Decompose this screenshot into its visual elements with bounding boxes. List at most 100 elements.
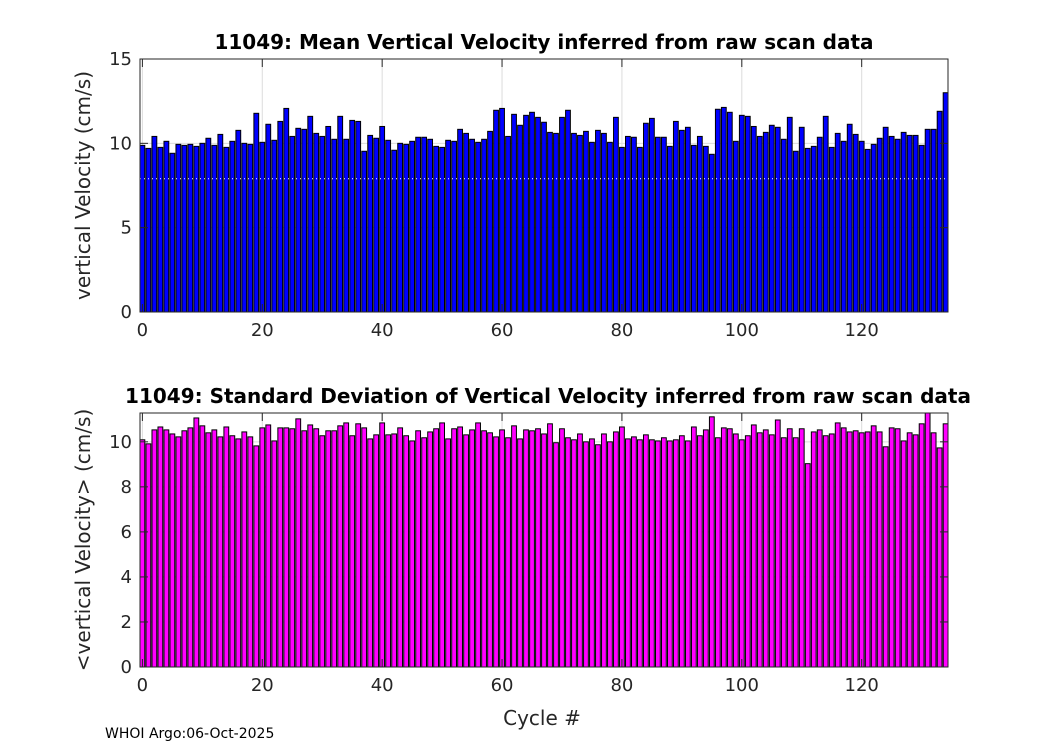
bar <box>151 135 158 312</box>
bar <box>553 442 559 667</box>
y-axis-label: <vertical Velocity> (cm/s) <box>71 409 95 672</box>
bar <box>750 125 757 312</box>
bar <box>894 138 901 312</box>
bar <box>217 436 224 667</box>
bar <box>235 129 242 312</box>
bar <box>942 92 948 312</box>
x-tick-label: 100 <box>725 675 759 696</box>
bar <box>445 139 451 312</box>
bar <box>193 145 200 312</box>
bar <box>577 134 583 312</box>
bar <box>535 116 541 312</box>
bar <box>391 433 398 667</box>
bar <box>415 136 422 312</box>
y-tick-label: 0 <box>121 302 132 323</box>
x-tick-label: 20 <box>251 320 274 341</box>
y-tick-label: 8 <box>121 477 132 498</box>
bar <box>708 416 715 667</box>
footer-credit: WHOI Argo:06-Oct-2025 <box>105 726 275 742</box>
bar <box>690 144 697 312</box>
bar <box>756 135 763 312</box>
bar <box>277 427 284 667</box>
bar <box>631 136 637 312</box>
bar <box>876 431 883 667</box>
bar <box>140 439 146 667</box>
bar <box>882 126 889 312</box>
bar <box>696 435 703 667</box>
chart-title: 11049: Mean Vertical Velocity inferred f… <box>214 30 873 54</box>
bar <box>379 125 386 312</box>
bar <box>750 424 757 667</box>
bar <box>714 437 721 667</box>
bar <box>313 132 320 312</box>
y-tick-label: 10 <box>109 133 132 154</box>
bar <box>702 429 709 667</box>
bar <box>523 429 529 667</box>
bar <box>894 428 901 667</box>
x-tick-label: 40 <box>371 320 394 341</box>
bar <box>559 428 565 667</box>
bar <box>684 126 691 312</box>
bar <box>517 438 523 667</box>
bar <box>181 430 188 667</box>
bar <box>145 443 152 667</box>
bar <box>265 123 272 312</box>
bar <box>882 446 889 667</box>
bar <box>810 145 817 312</box>
bar <box>786 116 793 312</box>
bar <box>816 136 823 312</box>
bar <box>463 132 469 312</box>
bar <box>816 429 823 667</box>
x-axis-label: Cycle # <box>503 706 581 730</box>
bar <box>361 150 368 312</box>
bar <box>433 145 440 312</box>
bar <box>385 434 392 667</box>
bar <box>547 423 553 667</box>
bar <box>589 141 595 312</box>
bar <box>151 429 158 667</box>
bar <box>852 133 859 312</box>
axes-frame <box>139 412 949 668</box>
bar <box>319 135 326 312</box>
y-tick-label: 10 <box>109 432 132 453</box>
bar <box>738 114 745 312</box>
bar <box>906 134 913 312</box>
bar <box>643 122 649 312</box>
bar <box>295 127 302 312</box>
bar <box>271 440 278 667</box>
bar <box>223 426 230 667</box>
bar <box>355 120 362 312</box>
bar <box>637 146 643 312</box>
x-tick-label: 20 <box>251 675 274 696</box>
chart-title: 11049: Standard Deviation of Vertical Ve… <box>125 384 971 408</box>
bar <box>888 135 895 312</box>
bar <box>702 145 709 312</box>
y-tick-label: 5 <box>121 218 132 239</box>
bar <box>798 126 805 312</box>
bar <box>421 437 428 667</box>
bar <box>289 428 296 667</box>
y-tick-label: 15 <box>109 49 132 70</box>
bar <box>942 423 948 667</box>
bar <box>349 119 356 312</box>
bar <box>397 142 404 312</box>
bar <box>876 137 883 312</box>
bar <box>828 146 835 312</box>
bar <box>475 141 481 312</box>
bar <box>451 428 457 667</box>
bar <box>541 433 547 667</box>
bar <box>565 437 571 667</box>
bar <box>924 413 931 667</box>
bar <box>637 439 643 667</box>
bar <box>223 146 230 312</box>
bar <box>475 422 481 667</box>
bar <box>660 136 667 312</box>
bar <box>229 435 236 667</box>
bar <box>834 422 841 667</box>
bar <box>840 427 847 667</box>
bar <box>289 135 296 312</box>
bar <box>601 132 607 312</box>
bar <box>343 422 350 667</box>
bar <box>786 428 793 667</box>
bar <box>457 426 463 667</box>
